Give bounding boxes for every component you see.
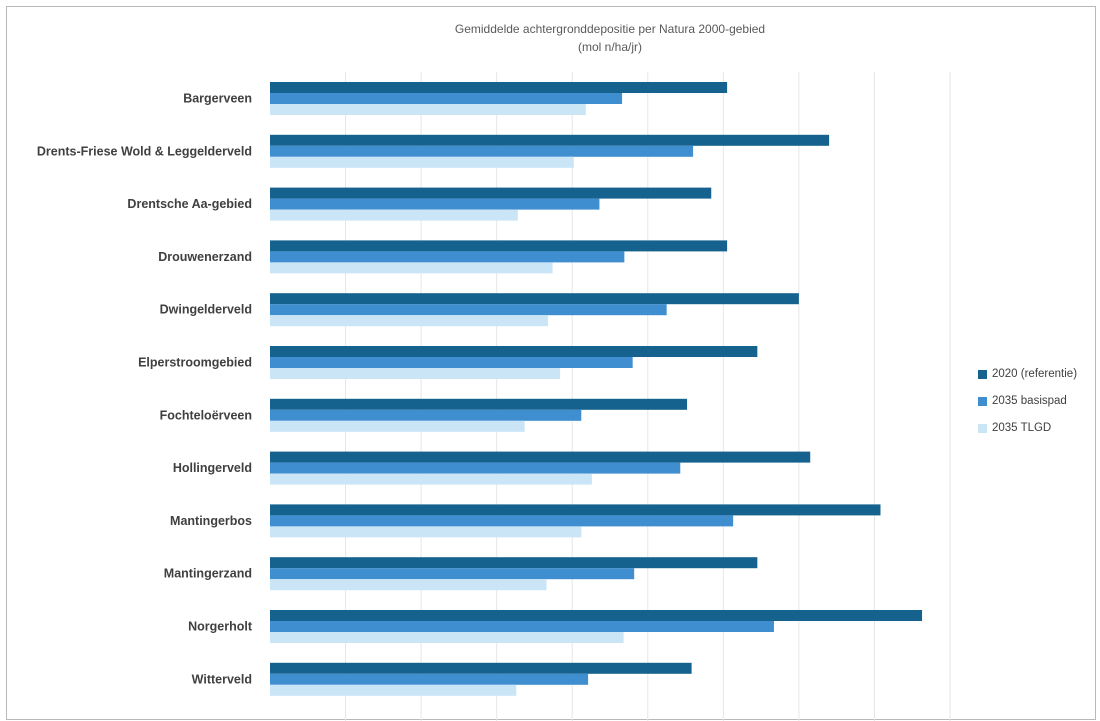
category-label: Mantingerbos: [170, 514, 252, 528]
bar-2020-referentie: [270, 187, 712, 199]
bar-2020-referentie: [270, 240, 728, 252]
bar-2035-basispad: [270, 93, 623, 104]
bar-2035-tlgd: [270, 526, 582, 538]
legend-label-2035-tlgd: 2035 TLGD: [992, 422, 1052, 434]
bar-2035-basispad: [270, 409, 582, 421]
bar-2035-basispad: [270, 145, 694, 157]
legend-swatch-2035-basispad: [978, 396, 987, 406]
legend-label-2035-basispad: 2035 basispad: [992, 395, 1067, 407]
legend-swatch-2020: [978, 369, 987, 379]
legend-item-2035-tlgd: 2035 TLGD: [978, 418, 1077, 438]
bar-2035-basispad: [270, 515, 734, 527]
legend-swatch-2035-tlgd: [978, 423, 987, 433]
bar-2035-basispad: [270, 621, 774, 632]
bar-2020-referentie: [270, 134, 830, 146]
bar-2020-referentie: [270, 504, 881, 516]
category-label: Drouwenerzand: [158, 250, 252, 264]
chart-title: Gemiddelde achtergronddepositie per Natu…: [454, 22, 766, 36]
bar-2020-referentie: [270, 557, 758, 569]
bar-2035-basispad: [270, 357, 633, 368]
chart-legend: 2020 (referentie) 2035 basispad 2035 TLG…: [978, 364, 1077, 445]
bar-2020-referentie: [270, 451, 811, 463]
category-label: Elperstroomgebied: [138, 356, 252, 370]
bar-2035-basispad: [270, 673, 589, 685]
bar-2035-tlgd: [270, 368, 561, 379]
category-label: Witterveld: [192, 672, 252, 686]
bar-2035-tlgd: [270, 315, 549, 327]
bar-2020-referentie: [270, 346, 758, 357]
bar-2035-basispad: [270, 568, 635, 580]
legend-item-2020: 2020 (referentie): [978, 364, 1077, 384]
bar-2020-referentie: [270, 398, 688, 410]
category-label: Fochteloërveen: [160, 408, 252, 422]
bar-2035-tlgd: [270, 420, 525, 432]
bar-2020-referentie: [270, 610, 923, 621]
bar-2035-basispad: [270, 251, 625, 263]
bar-2035-tlgd: [270, 104, 586, 115]
bar-2035-basispad: [270, 462, 681, 474]
chart-subtitle: (mol n/ha/jr): [577, 40, 642, 54]
legend-label-2020: 2020 (referentie): [992, 368, 1078, 380]
category-label: Hollingerveld: [173, 461, 252, 475]
bar-2035-tlgd: [270, 473, 592, 485]
category-label: Dwingelderveld: [160, 303, 252, 317]
bar-2035-tlgd: [270, 156, 574, 168]
bar-2020-referentie: [270, 662, 692, 674]
bar-2035-tlgd: [270, 209, 518, 221]
bar-2020-referentie: [270, 293, 799, 305]
legend-item-2035-basispad: 2035 basispad: [978, 391, 1077, 411]
category-label: Drents-Friese Wold & Leggelderveld: [37, 144, 252, 158]
bar-2035-tlgd: [270, 632, 624, 643]
bar-2035-tlgd: [270, 684, 517, 696]
category-label: Mantingerzand: [164, 567, 252, 581]
bar-2035-tlgd: [270, 579, 547, 591]
category-label: Drentsche Aa-gebied: [127, 197, 252, 211]
category-label: Norgerholt: [188, 620, 253, 634]
bar-2035-tlgd: [270, 262, 553, 274]
bar-2035-basispad: [270, 198, 600, 210]
category-label: Bargerveen: [183, 92, 252, 106]
bar-2035-basispad: [270, 304, 667, 316]
bar-2020-referentie: [270, 82, 728, 93]
